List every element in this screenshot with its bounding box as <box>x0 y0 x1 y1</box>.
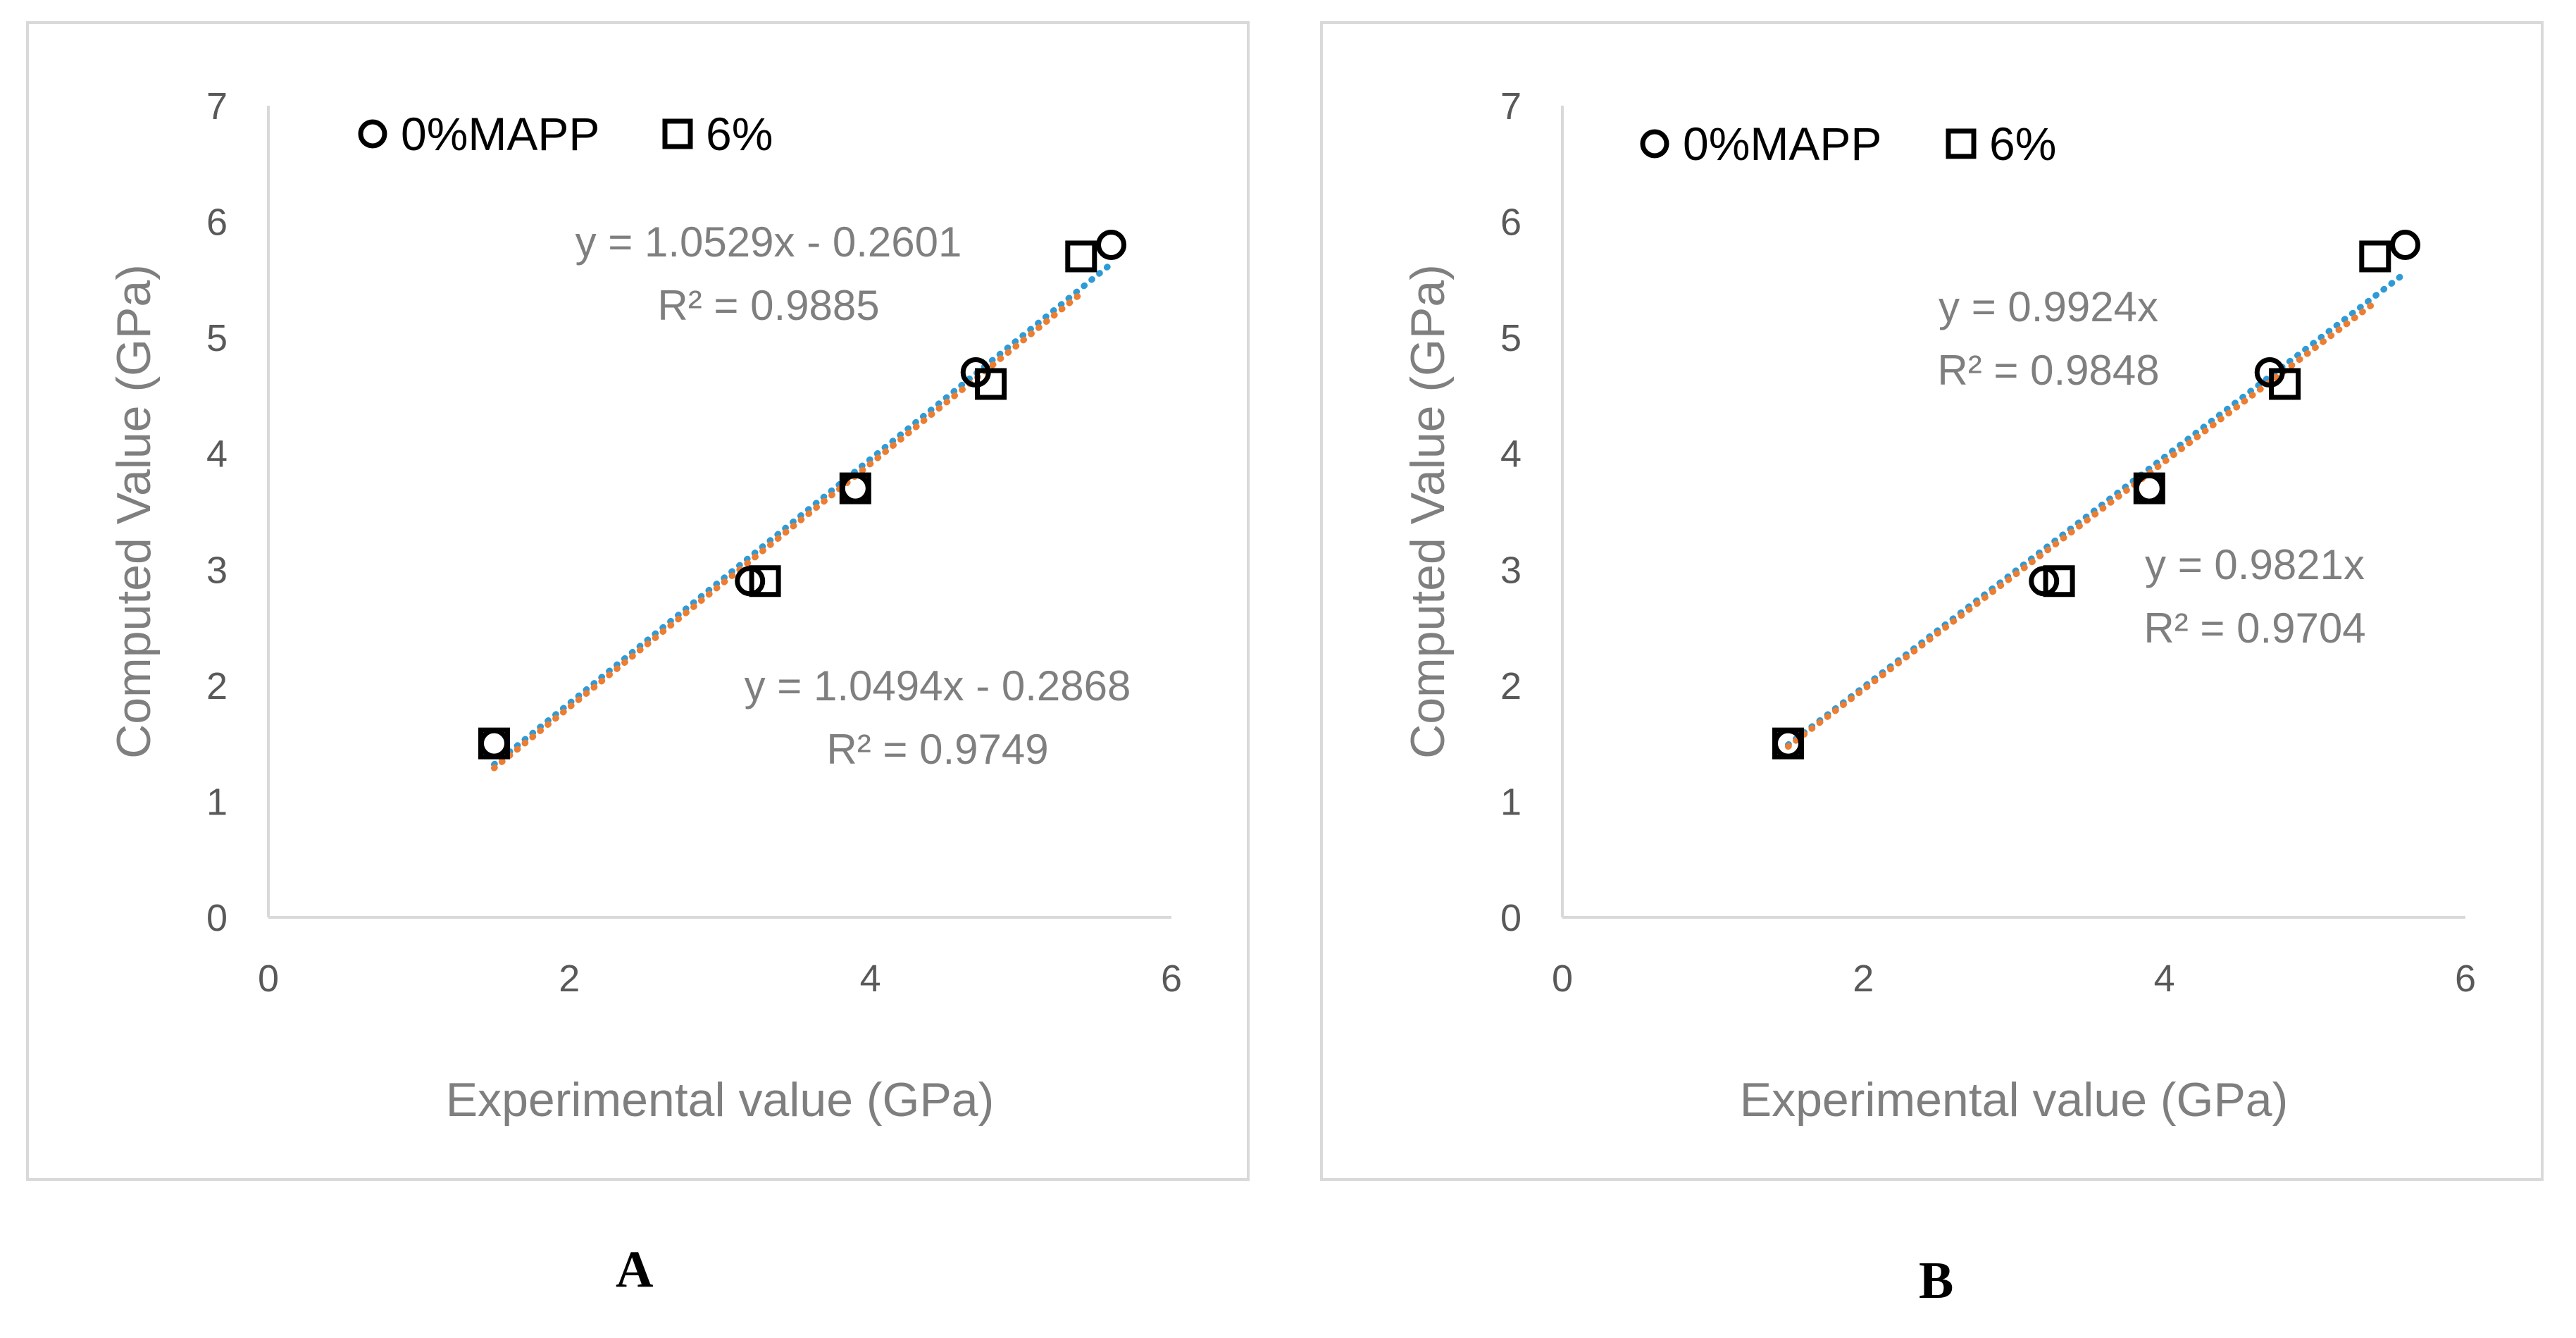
y-axis-title: Computed Value (GPa) <box>1401 264 1455 759</box>
y-tick-label: 3 <box>1500 549 1522 591</box>
data-point-square <box>2359 240 2391 273</box>
scatter-chart-b: 0 2 4 6 0 1 2 3 4 5 6 7 Experimental value (GPa) Comp… <box>1401 85 2476 1127</box>
y-tick-label: 3 <box>206 549 228 591</box>
panel-label-b: B <box>1919 1252 1954 1310</box>
data-point-circle <box>1096 229 1127 260</box>
chart-panel-a: 0 2 4 6 0 1 2 3 4 5 6 7 Experimental value (GPa) Comp… <box>26 21 1250 1181</box>
legend-label: 6% <box>706 108 773 160</box>
data-point-circle <box>2134 473 2165 504</box>
y-tick-label: 5 <box>1500 317 1522 359</box>
x-axis-title: Experimental value (GPa) <box>446 1073 995 1127</box>
data-point-square <box>478 727 510 760</box>
data-point-square <box>975 368 1007 400</box>
data-point-circle <box>2390 229 2421 260</box>
x-tick-label: 2 <box>559 958 580 1000</box>
y-tick-label: 0 <box>206 897 228 939</box>
y-tick-label: 5 <box>206 317 228 359</box>
y-tick-label: 6 <box>1500 202 1522 244</box>
data-point-square <box>1772 727 1804 760</box>
panel-label-a: A <box>616 1241 654 1299</box>
trendline-r-squared: R² = 0.9885 <box>657 282 879 329</box>
trendline-equation: y = 1.0529x - 0.2601 <box>575 218 962 266</box>
trendline-equation: y = 0.9924x <box>1939 283 2158 330</box>
y-axis-title: Computed Value (GPa) <box>107 264 161 759</box>
legend-circle-icon <box>1640 129 1669 159</box>
legend-circle-icon <box>358 119 387 149</box>
y-tick-label: 4 <box>206 433 228 476</box>
trendline-r-squared: R² = 0.9749 <box>826 726 1048 773</box>
legend-label: 0%MAPP <box>1683 118 1881 170</box>
data-point-square <box>749 565 781 597</box>
trendline-equation: y = 1.0494x - 0.2868 <box>745 662 1131 710</box>
data-point-square <box>839 472 871 504</box>
legend-label: 0%MAPP <box>401 108 599 160</box>
x-tick-label: 4 <box>2154 958 2175 1000</box>
x-tick-label: 6 <box>1161 958 1182 1000</box>
trendline-r-squared: R² = 0.9704 <box>2143 605 2365 652</box>
legend-square-icon <box>662 118 693 149</box>
y-tick-label: 0 <box>1500 897 1522 939</box>
trendline-mapp-0 <box>491 260 1115 768</box>
y-tick-label: 7 <box>1500 85 1522 128</box>
y-tick-label: 6 <box>206 202 228 244</box>
data-point-square <box>1065 240 1097 273</box>
y-tick-label: 7 <box>206 85 228 128</box>
x-tick-label: 0 <box>258 958 279 1000</box>
x-tick-label: 6 <box>2455 958 2476 1000</box>
legend-label: 6% <box>1989 118 2056 170</box>
data-point-square <box>2043 565 2075 597</box>
data-point-square <box>2133 472 2165 504</box>
data-point-square <box>2269 368 2301 400</box>
y-tick-label: 2 <box>206 665 228 707</box>
x-tick-label: 0 <box>1552 958 1573 1000</box>
x-tick-label: 2 <box>1853 958 1874 1000</box>
y-tick-label: 1 <box>1500 781 1522 823</box>
y-tick-label: 1 <box>206 781 228 823</box>
x-axis-title: Experimental value (GPa) <box>1740 1073 2289 1127</box>
scatter-chart-a: 0 2 4 6 0 1 2 3 4 5 6 7 Experimental value (GPa) Comp… <box>107 85 1182 1127</box>
x-tick-label: 4 <box>860 958 881 1000</box>
data-point-circle <box>479 728 509 759</box>
trendline-mapp-6 <box>1785 299 2379 750</box>
trendline-equation: y = 0.9821x <box>2145 541 2365 588</box>
chart-panel-b: 0 2 4 6 0 1 2 3 4 5 6 7 Experimental value (GPa) Comp… <box>1320 21 2544 1181</box>
y-tick-label: 4 <box>1500 433 1522 476</box>
legend-square-icon <box>1946 128 1977 159</box>
trendline-r-squared: R² = 0.9848 <box>1937 347 2159 394</box>
y-tick-label: 2 <box>1500 665 1522 707</box>
